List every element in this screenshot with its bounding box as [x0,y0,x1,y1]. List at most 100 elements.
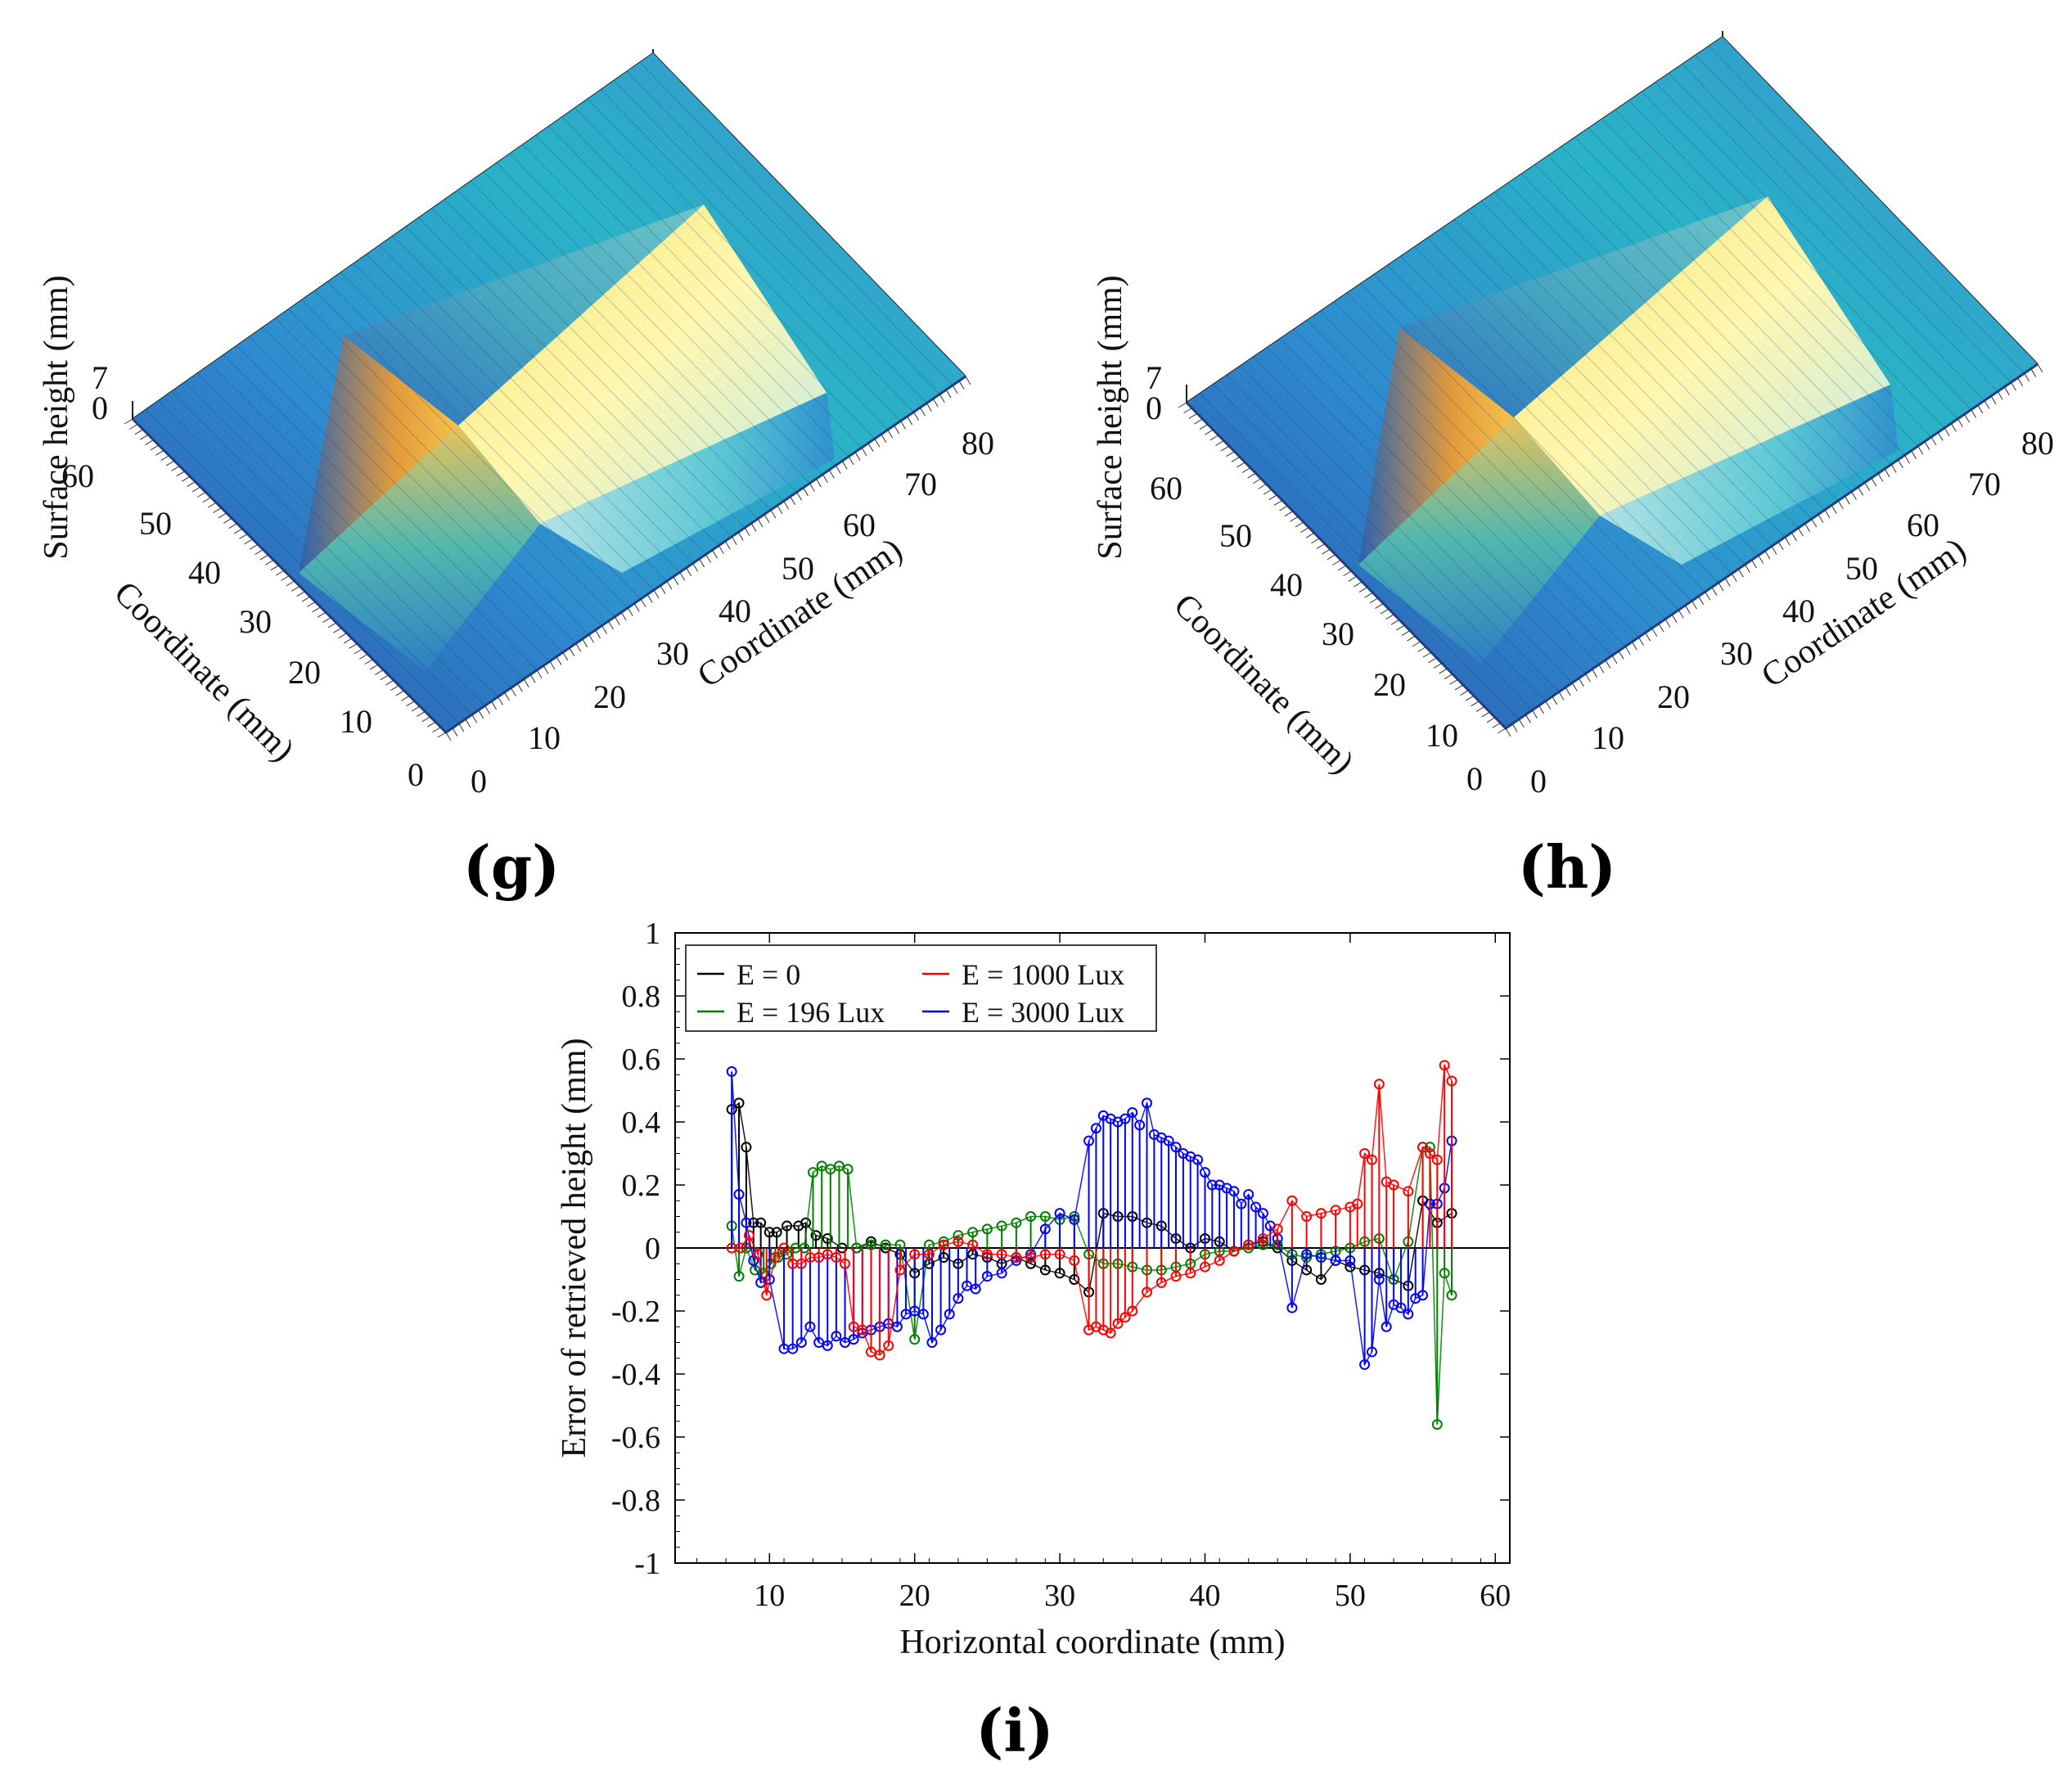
y-tick-label: 0.6 [622,1043,661,1077]
edge-tick [1764,550,1771,560]
stem-marker [851,1242,863,1254]
stem-marker [935,1324,947,1336]
stem-marker [1301,1211,1313,1222]
edge-tick [932,398,939,408]
stem-marker [1250,1201,1262,1213]
stem-marker [1163,1135,1174,1147]
edge-tick [1691,600,1697,610]
z-tick-label: 0 [1146,390,1162,426]
edge-tick [202,497,212,503]
edge-tick [291,585,300,592]
texture-line [483,171,797,493]
stem-marker [1315,1208,1327,1219]
y-tick-label: -0.2 [611,1295,660,1329]
x-tick-label: 40 [1189,1579,1220,1613]
stem-marker [848,1334,859,1345]
edge-tick [1811,518,1818,528]
edge-tick [562,651,569,661]
edge-tick [301,596,311,602]
edge-tick [1944,427,1950,437]
edge-tick [1247,472,1256,479]
edge-tick [1651,628,1658,637]
texture-line [1333,301,1653,628]
stem-marker [733,1097,745,1109]
texture-line [1200,393,1520,720]
y-tick-label: 60 [1150,470,1182,507]
edge-tick [1897,459,1903,469]
texture-line [1400,255,1719,583]
stem-marker [1155,1277,1167,1288]
edge-tick [1428,657,1437,664]
edge-tick [1236,462,1245,468]
axis-ticks: -1 -0.8 -0.6 -0.4 -0.2 0 0.2 0.4 0.6 0.8 1 10 20 30 40… [611,917,1511,1613]
edge-tick [1698,596,1705,605]
edge-tick [385,679,394,686]
edge-tick [1737,569,1744,578]
edge-tick [1658,623,1664,633]
edge-tick [259,554,269,561]
edge-tick [1924,441,1930,450]
texture-line [1521,173,1839,502]
edge-tick [1784,537,1790,546]
edge-tick [1525,714,1531,723]
x-tick-label: 30 [1720,635,1753,672]
stem-marker [1090,1123,1101,1134]
edge-tick [1904,454,1910,464]
edge-tick [861,447,867,457]
texture-line [327,282,642,600]
edge-tick [1183,408,1192,414]
legend: E = 0 E = 1000 Lux E = 196 Lux E = 3000 … [685,944,1157,1032]
edge-tick [1322,548,1331,555]
edge-tick [160,455,169,462]
texture-line [301,300,615,617]
z-tick-label: 0 [92,390,108,426]
stem-marker [1039,1211,1051,1222]
stem-marker [831,1252,842,1264]
edge-tick [952,385,958,394]
edge-tick [1937,432,1944,441]
x-tick-label: 50 [1335,1579,1366,1613]
edge-tick [1358,587,1368,592]
texture-line [588,98,901,421]
edge-tick [556,656,562,665]
surface-plot-g: 0 7 Surface height (mm) 60 50 40 30 20 1… [38,49,994,902]
edge-tick [150,444,160,451]
edge-tick [1273,499,1283,506]
edge-ticks [124,376,971,741]
edge-tick [1611,655,1618,664]
edge-tick [1977,404,1984,414]
edge-tick [1295,521,1304,528]
stem-marker [810,1230,822,1241]
texture-line [158,400,473,715]
stem-marker [1127,1305,1138,1317]
stem-marker [1112,1318,1124,1329]
stem-marker [880,1239,891,1250]
x-axis-label: Horizontal coordinate (mm) [899,1624,1285,1661]
edge-tick [595,629,601,639]
panel-label-h: (h) [1518,832,1616,902]
edge-tick [1711,587,1718,596]
edge-tick [640,598,646,608]
stem-marker [880,1242,891,1254]
edge-tick [1226,451,1235,457]
edge-tick [139,434,149,440]
edge-tick [1327,554,1336,561]
y-tick-label: 1 [645,917,660,951]
stem-marker [1395,1302,1407,1313]
texture-line [1427,237,1745,565]
edge-tick [375,669,384,675]
edge-tick [1422,651,1432,658]
edge-tick [1631,642,1637,651]
edge-tick [620,611,627,621]
y-tick-label: 30 [1322,615,1354,652]
stem-marker [752,1249,763,1260]
edge-tick [737,532,744,541]
edge-tick [841,461,848,470]
edge-tick [1439,668,1448,674]
edge-tick [1460,690,1469,696]
edge-tick [286,580,295,587]
edge-tick [1884,468,1890,478]
legend-label-e0: E = 0 [736,958,800,991]
pyramid-left-face-g [299,336,458,573]
edge-tick [803,487,809,497]
